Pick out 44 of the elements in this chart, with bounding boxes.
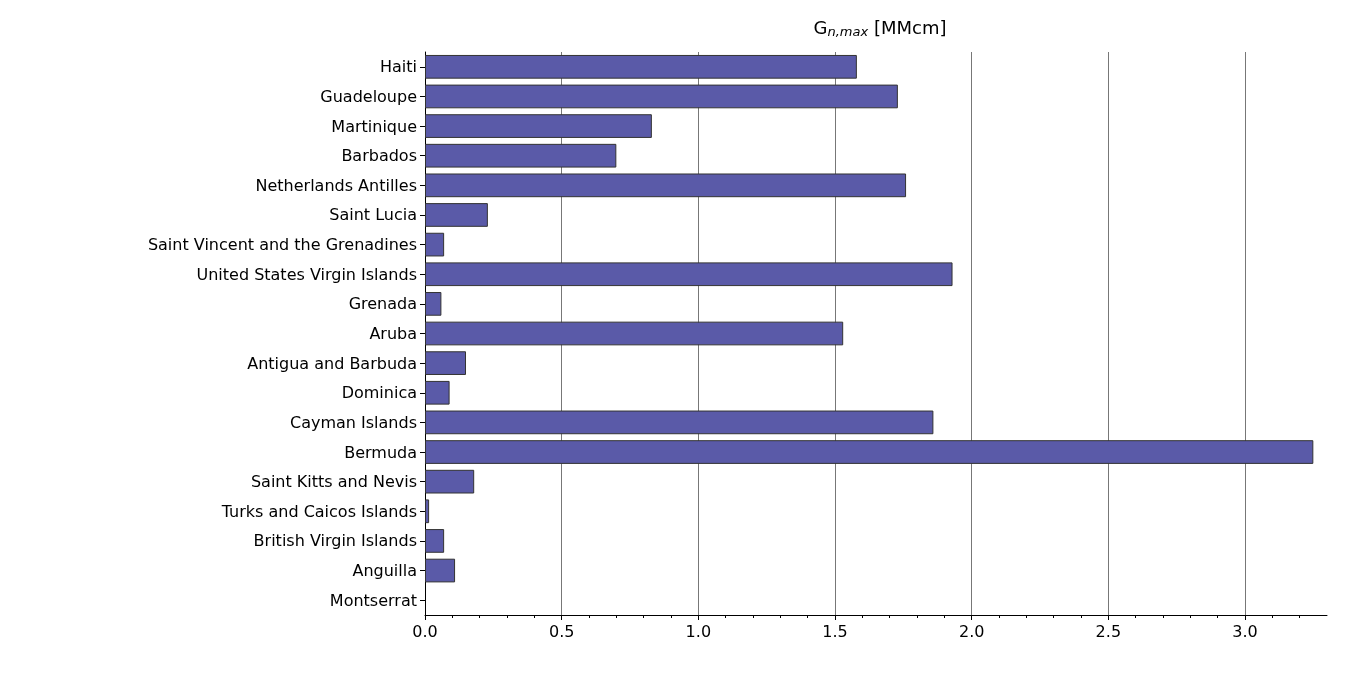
bar (425, 321, 844, 346)
y-tick-label: Turks and Caicos Islands (220, 501, 417, 521)
bar (425, 292, 442, 316)
bar (425, 114, 652, 138)
y-tick-label: Barbados (341, 146, 417, 166)
y-tick-label: Saint Vincent and the Grenadines (147, 235, 417, 255)
bar (425, 54, 857, 79)
bar (425, 351, 466, 375)
y-tick-label: Guadeloupe (320, 86, 417, 106)
x-tick-label: 1.5 (822, 621, 848, 641)
x-tick-label: 0.0 (412, 621, 438, 641)
y-tick-label: Martinique (331, 116, 417, 136)
y-tick-label: Aruba (369, 324, 417, 343)
y-tick-label: Anguilla (352, 561, 417, 581)
bar (425, 84, 898, 109)
bar (425, 262, 953, 287)
bar (425, 203, 488, 227)
x-tick-label: 2.0 (958, 621, 985, 641)
bar (425, 410, 934, 435)
y-tick-label: Dominica (341, 383, 417, 403)
y-tick-label: Grenada (348, 294, 417, 314)
y-tick-label: British Virgin Islands (253, 531, 417, 551)
bar (425, 529, 445, 553)
bar (425, 380, 450, 405)
bar (425, 143, 617, 168)
x-tick-label: 0.5 (548, 621, 575, 641)
y-tick-label: United States Virgin Islands (196, 264, 417, 284)
y-tick-label: Antigua and Barbuda (247, 353, 417, 373)
bar (425, 173, 907, 198)
x-tick-label: 1.0 (685, 621, 712, 641)
y-tick-label: Haiti (380, 57, 417, 77)
y-tick-label: Montserrat (329, 590, 417, 610)
bar (425, 499, 430, 524)
y-tick-label: Cayman Islands (290, 412, 417, 432)
y-tick-label: Bermuda (344, 442, 417, 462)
y-tick-label: Saint Lucia (329, 205, 417, 225)
bar (425, 440, 1314, 464)
bar (425, 558, 456, 583)
y-tick-label: Saint Kitts and Nevis (250, 472, 417, 492)
bar (425, 469, 475, 494)
x-tick-label: 3.0 (1232, 621, 1258, 641)
y-tick-label: Netherlands Antilles (255, 175, 417, 195)
bar (425, 232, 445, 257)
x-tick-label: 2.5 (1095, 621, 1122, 641)
